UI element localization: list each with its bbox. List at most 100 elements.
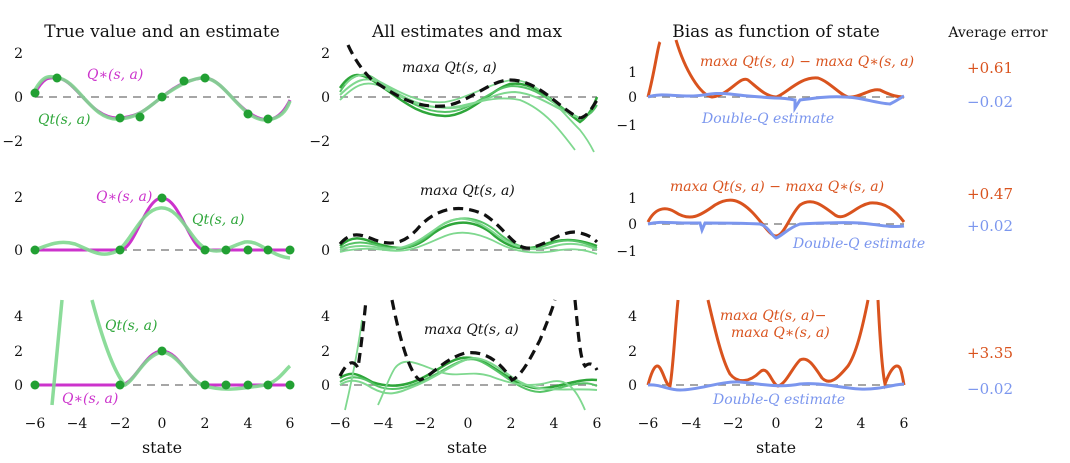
ytick: 2 <box>321 190 330 206</box>
sample-point <box>135 112 145 122</box>
xtick: −4 <box>681 416 702 432</box>
sample-point <box>30 88 40 98</box>
xtick: −4 <box>67 416 88 432</box>
ytick: 2 <box>14 46 23 62</box>
average-error-header: Average error <box>947 25 1048 41</box>
sample-point <box>115 245 125 255</box>
sample-point <box>157 346 167 356</box>
sample-point <box>221 380 231 390</box>
ytick: −2 <box>309 134 330 150</box>
max-estimate-curve <box>346 44 599 120</box>
max-estimate-curve <box>338 299 599 382</box>
sample-point <box>179 76 189 86</box>
average-error-double: −0.02 <box>967 380 1013 398</box>
label-estimate: Qt(s, a) <box>38 112 90 128</box>
label-bias: maxa Qt(s, a) − maxa Q∗(s, a) <box>700 54 914 70</box>
label-true-value: Q∗(s, a) <box>62 391 118 407</box>
ytick: 0 <box>628 217 637 233</box>
yticks-row3-middle: 4 2 0 <box>321 309 330 394</box>
ytick: 0 <box>628 378 637 394</box>
ytick: 2 <box>14 190 23 206</box>
ytick: −1 <box>616 244 637 260</box>
ytick: 4 <box>321 309 330 325</box>
label-bias: maxa Qt(s, a) − maxa Q∗(s, a) <box>670 179 884 195</box>
row-3: 4 2 0 4 2 0 4 2 0 Qt(s, a <box>14 299 1013 432</box>
ytick: −1 <box>616 118 637 134</box>
sample-point <box>243 245 253 255</box>
yticks-row1-middle: 2 0 −2 <box>309 46 330 150</box>
xtick: 0 <box>464 416 473 432</box>
xtick: −4 <box>373 416 394 432</box>
label-double-q: Double-Q estimate <box>712 392 845 408</box>
xtick: 6 <box>900 416 909 432</box>
label-bias-1: maxa Qt(s, a)− <box>720 308 827 324</box>
sample-point <box>200 380 210 390</box>
estimate-line <box>339 82 576 151</box>
yticks-row1-right: 1 0 −1 <box>616 65 637 134</box>
sample-point <box>30 380 40 390</box>
xtick: 2 <box>201 416 210 432</box>
average-error-single: +0.47 <box>967 185 1013 203</box>
row-1: 2 0 −2 2 0 −2 1 0 −1 <box>2 39 1013 153</box>
xlabel-left: state <box>142 438 182 457</box>
ytick: 4 <box>628 309 637 325</box>
sample-point <box>285 245 295 255</box>
xticks-left: −6 −4 −2 0 2 4 6 <box>25 416 295 432</box>
xtick: 2 <box>507 416 516 432</box>
sample-point <box>30 245 40 255</box>
title-left: True value and an estimate <box>44 22 280 42</box>
estimate-line <box>339 217 598 251</box>
xtick: 4 <box>550 416 559 432</box>
label-true-value: Q∗(s, a) <box>96 189 152 205</box>
ytick: 2 <box>628 344 637 360</box>
yticks-row2-right: 1 0 −1 <box>616 191 637 260</box>
label-estimate: Qt(s, a) <box>192 212 244 228</box>
ytick: 2 <box>321 344 330 360</box>
xtick: −6 <box>330 416 351 432</box>
xlabel-middle: state <box>447 438 487 457</box>
double-q-curve <box>647 380 905 392</box>
xtick: −2 <box>723 416 744 432</box>
double-q-curve <box>647 91 905 114</box>
title-middle: All estimates and max <box>371 22 563 42</box>
xticks-middle: −6 −4 −2 0 2 4 6 <box>330 416 602 432</box>
sample-points-row2 <box>30 193 295 255</box>
sample-point <box>243 380 253 390</box>
sample-point <box>285 380 295 390</box>
label-max: maxa Qt(s, a) <box>424 322 519 338</box>
ytick: 2 <box>321 46 330 62</box>
label-max: maxa Qt(s, a) <box>420 183 515 199</box>
ytick: 0 <box>14 90 23 106</box>
sample-point <box>243 109 253 119</box>
row-2: 2 0 2 0 1 0 −1 Q∗(s, a) Qt(s, a) <box>14 179 1013 260</box>
sample-point <box>263 380 273 390</box>
average-error-double: −0.02 <box>967 93 1013 111</box>
estimates-bundle-row2 <box>339 217 598 255</box>
estimate-line <box>339 356 598 395</box>
xtick: 4 <box>244 416 253 432</box>
estimate-line <box>339 231 598 255</box>
estimates-bundle-row3 <box>339 319 598 411</box>
average-error-double: +0.02 <box>967 217 1013 235</box>
ytick: 1 <box>628 65 637 81</box>
ytick: 0 <box>321 243 330 259</box>
xtick: 6 <box>593 416 602 432</box>
xtick: 4 <box>857 416 866 432</box>
yticks-row2-left: 2 0 <box>14 190 23 259</box>
sample-point <box>115 380 125 390</box>
xtick: −2 <box>415 416 436 432</box>
label-estimate: Qt(s, a) <box>105 318 157 334</box>
sample-points-row1 <box>30 73 273 124</box>
yticks-row1-left: 2 0 −2 <box>2 46 23 150</box>
xtick: 0 <box>158 416 167 432</box>
yticks-row3-left: 4 2 0 <box>14 309 23 394</box>
label-true-value: Q∗(s, a) <box>87 67 143 83</box>
average-error-single: +0.61 <box>967 59 1013 77</box>
estimate-curve <box>34 206 291 260</box>
bias-curve <box>646 299 906 390</box>
sample-point <box>115 113 125 123</box>
sample-point <box>263 245 273 255</box>
xticks-right: −6 −4 −2 0 2 4 6 <box>638 416 909 432</box>
xtick: 2 <box>815 416 824 432</box>
